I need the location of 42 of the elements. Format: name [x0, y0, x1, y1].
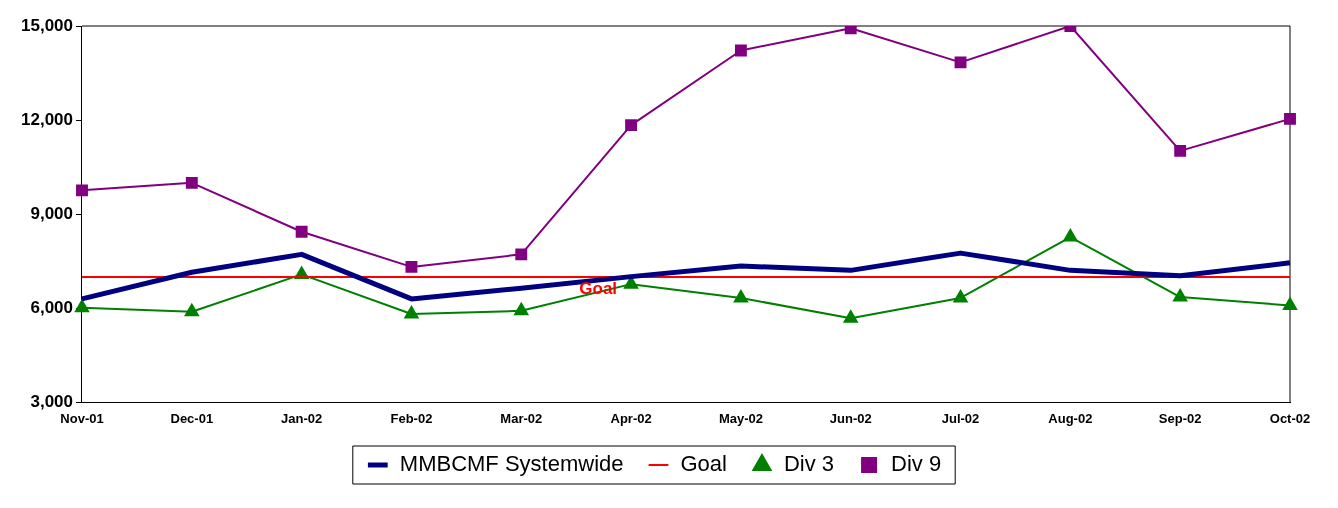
x-tick-label: Nov-01 — [60, 410, 104, 426]
x-tick-label: Aug-02 — [1048, 410, 1093, 426]
point — [1284, 112, 1296, 125]
y-tick-label: 6,000 — [30, 297, 73, 317]
point — [76, 184, 88, 197]
point — [185, 176, 198, 189]
point — [184, 303, 199, 317]
x-tick-label: Jun-02 — [829, 410, 872, 426]
x-tick-label: Apr-02 — [610, 410, 652, 426]
x-tick-label: Oct-02 — [1269, 410, 1311, 426]
x-tick-label: Sep-02 — [1158, 410, 1202, 426]
point — [1173, 289, 1188, 302]
point — [405, 260, 418, 273]
point — [515, 248, 528, 261]
y-tick-label: 9,000 — [30, 203, 73, 223]
point — [404, 305, 419, 319]
point — [734, 44, 747, 57]
legend-label: Goal — [680, 451, 727, 477]
y-tick-label: 3,000 — [30, 392, 73, 412]
legend-label: Div 3 — [783, 451, 835, 477]
point — [953, 289, 968, 303]
point — [1063, 229, 1078, 242]
y-tick-label: 15,000 — [21, 15, 73, 35]
x-tick-label: Feb-02 — [390, 410, 433, 426]
point — [74, 299, 90, 313]
x-tick-label: Mar-02 — [500, 410, 543, 426]
point — [1174, 144, 1187, 157]
legend-label: Div 9 — [891, 451, 942, 477]
legend-label: MMBCMF Systemwide — [399, 451, 624, 477]
x-tick-label: Dec-01 — [170, 410, 214, 426]
point — [624, 276, 639, 289]
point — [514, 302, 529, 316]
point — [625, 119, 638, 132]
y-tick-label: 12,000 — [21, 109, 73, 129]
point — [1282, 297, 1298, 310]
point — [733, 289, 748, 303]
x-tick-label: May-02 — [718, 410, 763, 426]
x-tick-label: Jul-02 — [941, 410, 980, 426]
point — [843, 310, 858, 323]
point — [954, 56, 967, 69]
point — [295, 225, 308, 238]
x-tick-label: Jan-02 — [281, 410, 323, 426]
